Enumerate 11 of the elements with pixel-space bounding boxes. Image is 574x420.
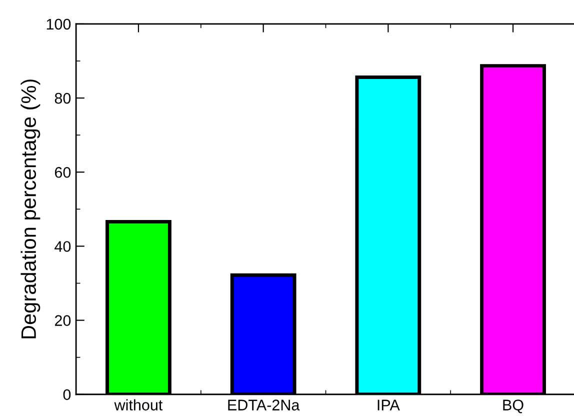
y-tick-label: 80 bbox=[54, 92, 71, 104]
y-tick-label: 40 bbox=[54, 241, 71, 252]
y-tick-label: 0 bbox=[63, 389, 71, 400]
y-tick-label: 100 bbox=[46, 18, 71, 30]
y-axis-title: Degradation percentage (%) bbox=[20, 80, 40, 338]
x-tick-label: IPA bbox=[378, 400, 400, 410]
x-tick-label: without bbox=[114, 399, 163, 410]
y-tick-label: 20 bbox=[54, 315, 71, 326]
x-tick-label: BQ bbox=[503, 400, 524, 414]
x-tick-label: EDTA-2Na bbox=[228, 400, 300, 410]
y-tick-label: 60 bbox=[54, 166, 71, 178]
